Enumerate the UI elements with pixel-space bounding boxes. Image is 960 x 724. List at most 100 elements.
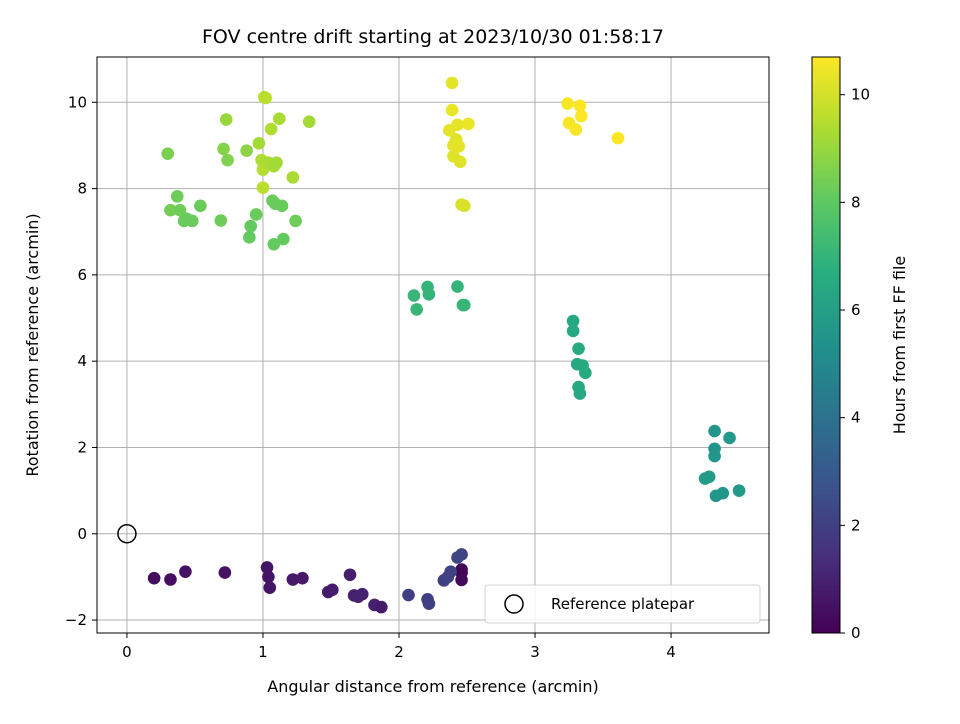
x-tick-label: 0 xyxy=(122,643,132,661)
colorbar: 0 2 4 6 8 10 Hours from first FF file xyxy=(811,56,909,642)
y-tick-label: 10 xyxy=(68,93,87,111)
data-point xyxy=(723,431,736,445)
y-tick-label: 0 xyxy=(77,525,87,543)
data-point xyxy=(451,280,464,293)
y-tick-label: 2 xyxy=(77,438,87,456)
x-tick-label: 2 xyxy=(394,643,404,661)
data-point xyxy=(272,112,286,125)
x-tick-label: 1 xyxy=(258,643,268,661)
legend: Reference platepar xyxy=(484,584,761,624)
data-point xyxy=(161,147,175,160)
x-axis-ticks: 0 1 2 3 4 xyxy=(122,633,676,661)
colorbar-tick-label: 8 xyxy=(851,193,861,211)
data-point xyxy=(244,219,258,233)
data-point xyxy=(260,561,274,574)
data-point xyxy=(218,566,232,579)
data-point xyxy=(185,214,199,228)
data-point xyxy=(611,131,625,145)
data-point xyxy=(173,203,187,217)
data-point xyxy=(219,113,233,126)
data-point xyxy=(217,142,230,156)
data-point xyxy=(164,573,177,586)
data-point xyxy=(566,324,580,338)
colorbar-tick-label: 4 xyxy=(851,409,861,427)
data-point xyxy=(579,366,592,380)
data-point xyxy=(451,118,464,132)
x-axis-label: Angular distance from reference (arcmin) xyxy=(267,677,598,696)
y-tick-label: 6 xyxy=(77,266,87,284)
data-point xyxy=(452,140,466,153)
data-point xyxy=(569,123,583,136)
data-point xyxy=(343,568,357,582)
data-point xyxy=(240,144,253,157)
data-point xyxy=(214,214,228,227)
data-point xyxy=(716,486,730,500)
data-point xyxy=(259,91,272,105)
data-point xyxy=(457,199,471,213)
data-point xyxy=(455,573,468,587)
data-point xyxy=(455,548,468,561)
data-point xyxy=(573,99,587,113)
reference-platepar-marker xyxy=(117,524,137,544)
plot-frame xyxy=(96,56,770,634)
chart-title: FOV centre drift starting at 2023/10/30 … xyxy=(202,26,664,48)
y-axis-label: Rotation from reference (arcmin) xyxy=(23,213,42,476)
y-tick-label: 4 xyxy=(77,352,87,370)
data-point xyxy=(462,117,475,131)
y-axis-ticks: −2 0 2 4 6 8 10 xyxy=(65,93,97,629)
data-point xyxy=(164,203,177,217)
data-point xyxy=(453,155,467,169)
data-point xyxy=(573,387,587,400)
data-point xyxy=(270,156,283,170)
data-point xyxy=(708,449,721,463)
data-point xyxy=(445,76,459,90)
data-point xyxy=(702,470,716,484)
data-point xyxy=(410,303,423,316)
data-point xyxy=(574,109,588,123)
data-point xyxy=(445,103,459,117)
data-point xyxy=(267,237,281,251)
data-point xyxy=(194,199,207,213)
x-tick-label: 3 xyxy=(530,643,540,661)
x-tick-label: 4 xyxy=(666,643,676,661)
colorbar-tick-label: 2 xyxy=(851,516,861,534)
legend-marker xyxy=(504,594,524,614)
data-point xyxy=(147,571,161,585)
data-point xyxy=(407,289,421,302)
data-point xyxy=(422,597,436,610)
data-point xyxy=(263,581,277,594)
colorbar-label: Hours from first FF file xyxy=(890,256,909,435)
legend-box xyxy=(484,584,761,624)
data-point xyxy=(221,153,234,167)
data-point xyxy=(170,190,184,203)
colorbar-tick-label: 0 xyxy=(851,624,861,642)
data-point xyxy=(422,288,436,301)
data-point xyxy=(275,199,289,213)
data-point xyxy=(286,171,300,184)
grid-lines xyxy=(97,57,769,633)
y-tick-label: 8 xyxy=(77,180,87,198)
data-point xyxy=(262,570,275,584)
data-point xyxy=(561,97,574,110)
data-points xyxy=(147,76,746,614)
data-point xyxy=(566,314,580,328)
data-point xyxy=(402,588,415,602)
legend-entry-reference-platepar: Reference platepar xyxy=(551,595,695,613)
y-tick-label: −2 xyxy=(65,611,87,629)
data-point xyxy=(249,208,263,221)
data-point xyxy=(296,571,309,585)
data-point xyxy=(256,181,270,195)
data-point xyxy=(444,565,457,579)
data-point xyxy=(289,214,302,228)
colorbar-gradient xyxy=(811,56,841,634)
data-point xyxy=(375,600,388,614)
data-point xyxy=(572,342,585,355)
data-point xyxy=(708,424,721,438)
colorbar-tick-label: 6 xyxy=(851,301,861,319)
data-point xyxy=(243,231,256,244)
data-point xyxy=(252,136,266,150)
data-point xyxy=(732,484,746,497)
colorbar-tick-label: 10 xyxy=(851,86,870,104)
data-point xyxy=(302,115,316,129)
